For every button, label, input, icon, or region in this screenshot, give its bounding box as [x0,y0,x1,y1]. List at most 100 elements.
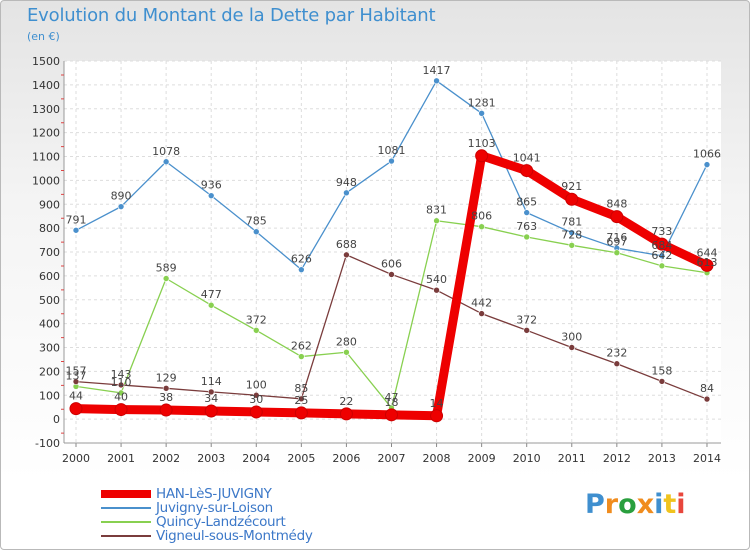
x-tick-label: 2003 [197,452,225,465]
data-point [610,210,624,224]
data-point [162,275,170,282]
data-label: 1417 [423,64,451,77]
legend-item: Quincy-Landzécourt [101,515,361,529]
legend-swatch [101,521,151,523]
data-point [655,237,669,251]
y-tick-label: 600 [39,270,60,283]
data-label: 921 [561,180,582,193]
data-label: 540 [426,273,447,286]
legend-swatch [101,490,151,498]
x-tick-label: 2005 [287,452,315,465]
data-label: 30 [249,393,263,406]
data-label: 44 [69,390,83,403]
legend-label: Quincy-Landzécourt [156,514,286,530]
data-point [298,353,305,360]
data-point [162,385,170,392]
data-point [159,403,173,417]
y-tick-label: 700 [39,246,60,259]
data-label: 158 [651,364,672,377]
data-label: 372 [516,313,537,326]
data-label: 1081 [377,144,405,157]
x-tick-label: 2006 [332,452,360,465]
data-point [343,348,350,356]
data-label: 684 [651,239,672,252]
data-point [433,77,440,85]
data-point [343,189,350,197]
data-point [613,249,621,257]
data-label: 642 [651,249,672,262]
data-point [433,217,440,225]
data-label: 38 [159,391,173,404]
data-label: 613 [696,256,717,269]
data-label: 157 [66,365,87,378]
x-tick-label: 2002 [152,452,180,465]
data-label: 442 [471,297,492,310]
y-tick-label: 0 [53,413,60,426]
data-label: 137 [66,369,87,382]
data-label: 848 [606,198,627,211]
data-label: 85 [294,382,308,395]
logo-letter: t [663,489,677,520]
x-tick-label: 2007 [377,452,405,465]
data-point [523,327,531,334]
data-label: 785 [246,215,267,228]
x-tick-label: 2008 [423,452,451,465]
y-tick-label: 1400 [32,79,60,92]
data-point [613,360,621,368]
data-label: 40 [114,391,128,404]
data-point [204,404,218,418]
y-tick-label: 400 [39,318,60,331]
chart-subtitle: (en €) [27,30,60,43]
legend-label: Vigneul-sous-Montmédy [156,528,313,544]
data-label: 733 [651,225,672,238]
data-label: 300 [561,331,582,344]
data-point [117,389,125,397]
data-label: 143 [111,368,132,381]
x-tick-label: 2013 [648,452,676,465]
y-tick-label: 200 [39,365,60,378]
data-point [565,192,579,206]
data-point [249,405,263,419]
data-label: 806 [471,210,492,223]
y-tick-label: 500 [39,294,60,307]
data-point [658,378,666,385]
data-label: 372 [246,313,267,326]
data-point [430,409,444,423]
data-point [294,406,308,420]
y-tick-label: -100 [35,437,60,450]
data-label: 84 [700,382,714,395]
data-label: 25 [294,394,308,407]
data-point [252,327,260,334]
y-tick-label: 300 [39,342,60,355]
data-label: 1041 [513,152,541,165]
data-label: 763 [516,220,537,233]
data-label: 589 [156,262,177,275]
data-label: 697 [606,236,627,249]
data-point [475,149,489,163]
logo-letter: i [654,489,664,520]
data-label: 100 [246,378,267,391]
data-label: 644 [696,246,717,259]
data-label: 34 [204,392,218,405]
data-point [72,378,80,385]
data-point [114,403,128,417]
data-label: 728 [561,228,582,241]
data-label: 626 [291,253,312,266]
logo-letter: P [585,489,605,520]
legend-swatch [101,507,151,509]
proxiti-logo: Proxiti [585,489,686,520]
y-tick-label: 1200 [32,127,60,140]
data-point [478,310,485,317]
data-point [298,395,305,403]
data-label: 262 [291,340,312,353]
data-label: 936 [201,179,222,192]
data-point [343,251,350,259]
data-point [252,228,260,236]
data-point [207,192,215,199]
y-tick-label: 1500 [32,55,60,68]
data-label: 22 [339,395,353,408]
data-point [523,233,531,241]
x-tick-label: 2004 [242,452,270,465]
